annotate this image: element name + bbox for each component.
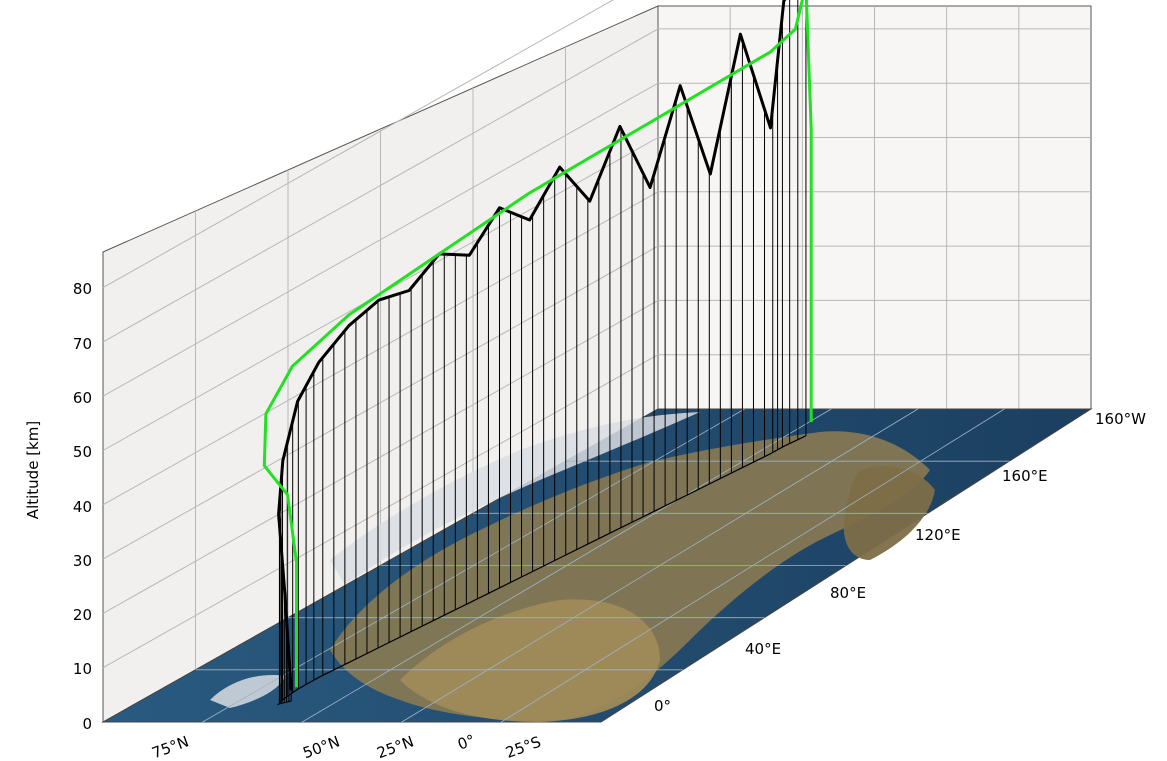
z-tick-label: 60: [73, 389, 92, 407]
land-masses: [210, 412, 935, 722]
lon-tick-label: 80°E: [830, 584, 866, 602]
z-tick-label: 40: [73, 498, 92, 516]
series-line-black: [277, 0, 787, 691]
series-line-green: [262, 0, 813, 688]
curtain-lines: [278, 0, 807, 704]
lon-axis: 0° 40°E 80°E 120°E 160°E 160°W: [654, 410, 1146, 715]
lat-axis: 75°N 50°N 25°N 0° 25°S: [149, 731, 543, 761]
z-tick-label: 0: [82, 715, 92, 733]
z-axis: 0 10 20 30 40 50 60 70 80 Altitude [km]: [24, 280, 92, 733]
lon-tick-label: 160°W: [1095, 410, 1146, 428]
floor-gridline: [301, 408, 832, 723]
lat-tick-label: 50°N: [300, 732, 342, 761]
ground-track: [276, 435, 807, 706]
lat-tick-label: 25°S: [503, 733, 543, 761]
land-africa: [400, 599, 660, 722]
lat-tick-label: 0°: [455, 731, 477, 754]
z-axis-title: Altitude [km]: [24, 421, 42, 519]
lon-tick-label: 160°E: [1002, 467, 1048, 485]
z-tick-label: 20: [73, 606, 92, 624]
z-tick-label: 50: [73, 443, 92, 461]
lon-tick-label: 0°: [654, 697, 671, 715]
lat-tick-label: 75°N: [149, 732, 191, 761]
z-tick-label: 80: [73, 280, 92, 298]
floor-gridline: [501, 408, 1005, 723]
floor-gridline: [401, 408, 919, 723]
lon-tick-label: 40°E: [745, 640, 781, 658]
land-greenland: [210, 675, 285, 708]
z-tick-label: 30: [73, 552, 92, 570]
z-tick-label: 70: [73, 335, 92, 353]
lon-tick-label: 120°E: [915, 526, 961, 544]
z-tick-label: 10: [73, 660, 92, 678]
lat-tick-label: 25°N: [374, 732, 416, 761]
